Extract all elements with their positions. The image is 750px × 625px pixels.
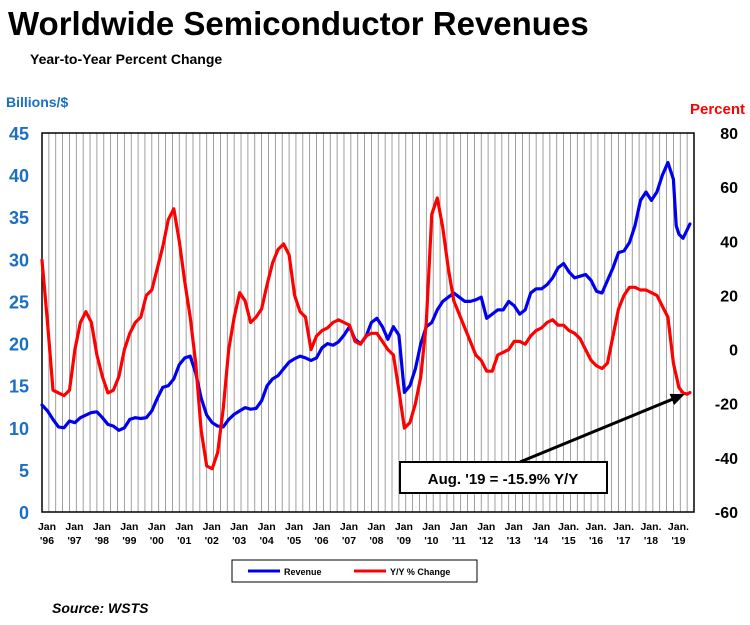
x-tick-label: '08: [369, 535, 383, 547]
x-tick-label: Jan: [148, 521, 166, 533]
x-tick-label: '16: [589, 535, 603, 547]
x-tick-label: Jan.: [640, 521, 661, 533]
annotation-arrowhead: [669, 393, 685, 406]
y-left-tick-label: 30: [9, 250, 29, 270]
y-right-tick-label: -60: [715, 505, 738, 522]
grid: [41, 133, 695, 512]
change-line: [40, 196, 692, 471]
y-right-tick-label: 20: [720, 288, 738, 305]
x-tick-label: Jan: [65, 521, 83, 533]
y-right-axis: 80 60 40 20 0 -20 -40 -60: [715, 126, 738, 522]
x-tick-label: '99: [122, 535, 136, 547]
revenue-line: [40, 160, 692, 432]
y-left-label: Billions/$: [6, 94, 68, 110]
x-tick-label: Jan: [532, 521, 550, 533]
x-tick-label: Jan.: [586, 521, 607, 533]
legend: Revenue Y/Y % Change: [231, 559, 478, 583]
annotation-arrow: [519, 396, 677, 464]
x-tick-label: Jan: [93, 521, 111, 533]
x-tick-label: Jan: [477, 521, 495, 533]
y-right-tick-label: -20: [715, 397, 738, 414]
x-tick-label: Jan: [230, 521, 248, 533]
plot-area: [41, 132, 695, 513]
y-left-tick-label: 35: [9, 208, 29, 228]
x-tick-label: Jan: [505, 521, 523, 533]
annotation-text: Aug. '19 = -15.9% Y/Y: [428, 471, 578, 488]
y-right-tick-label: 60: [720, 180, 738, 197]
x-tick-label: Jan: [175, 521, 193, 533]
x-tick-label: '02: [205, 535, 219, 547]
x-tick-label: '07: [342, 535, 356, 547]
legend-label-change: Y/Y % Change: [390, 567, 450, 577]
x-tick-label: '14: [534, 535, 548, 547]
x-tick-label: Jan: [120, 521, 138, 533]
x-tick-label: Jan: [450, 521, 468, 533]
y-left-tick-label: 45: [9, 124, 29, 144]
x-tick-label: '18: [644, 535, 658, 547]
chart-title: Worldwide Semiconductor Revenues: [8, 5, 589, 42]
x-tick-label: '96: [40, 535, 54, 547]
y-left-tick-label: 15: [9, 377, 29, 397]
x-tick-label: '12: [479, 535, 493, 547]
x-tick-label: Jan: [258, 521, 276, 533]
y-left-tick-label: 25: [9, 292, 29, 312]
x-tick-label: Jan: [312, 521, 330, 533]
x-tick-label: '11: [452, 535, 466, 547]
x-tick-label: Jan.: [558, 521, 579, 533]
x-tick-label: '00: [150, 535, 164, 547]
x-tick-label: '13: [507, 535, 521, 547]
annotation-box: [399, 461, 608, 494]
x-tick-label: '06: [314, 535, 328, 547]
y-left-tick-label: 40: [9, 166, 29, 186]
x-tick-label: '04: [260, 535, 274, 547]
y-right-tick-label: 40: [720, 234, 738, 251]
x-axis: Jan '96 Jan '97 Jan '98 Jan '99 Jan '00 Jan '01 Jan '…: [38, 521, 689, 547]
x-tick-label: '03: [232, 535, 246, 547]
y-left-tick-label: 10: [9, 419, 29, 439]
source-note: Source: WSTS: [52, 600, 149, 616]
x-tick-label: Jan.: [613, 521, 634, 533]
y-left-tick-label: 0: [19, 503, 29, 523]
x-tick-label: '97: [67, 535, 81, 547]
y-left-axis: 45 40 35 30 25 20 15 10 5 0: [9, 124, 29, 523]
x-tick-label: Jan: [395, 521, 413, 533]
x-tick-label: Jan: [422, 521, 440, 533]
x-tick-label: '17: [616, 535, 630, 547]
annotation: Aug. '19 = -15.9% Y/Y: [399, 393, 685, 494]
chart-subtitle: Year-to-Year Percent Change: [30, 51, 222, 67]
y-right-tick-label: 80: [720, 126, 738, 143]
series-lines: [40, 160, 692, 471]
x-tick-label: Jan: [367, 521, 385, 533]
x-tick-label: Jan.: [668, 521, 689, 533]
x-tick-label: '19: [671, 535, 685, 547]
y-left-tick-label: 20: [9, 335, 29, 355]
x-tick-label: Jan: [38, 521, 56, 533]
x-tick-label: '98: [95, 535, 109, 547]
x-tick-label: '10: [424, 535, 438, 547]
y-right-tick-label: -40: [715, 451, 738, 468]
x-tick-label: '15: [562, 535, 576, 547]
x-tick-label: Jan: [340, 521, 358, 533]
x-tick-label: '05: [287, 535, 301, 547]
x-tick-label: '01: [177, 535, 191, 547]
y-left-tick-label: 5: [19, 461, 29, 481]
x-tick-label: '09: [397, 535, 411, 547]
x-tick-label: Jan: [203, 521, 221, 533]
legend-label-revenue: Revenue: [284, 567, 322, 577]
y-right-tick-label: 0: [729, 343, 738, 360]
x-tick-label: Jan: [285, 521, 303, 533]
y-right-label: Percent: [690, 101, 745, 118]
